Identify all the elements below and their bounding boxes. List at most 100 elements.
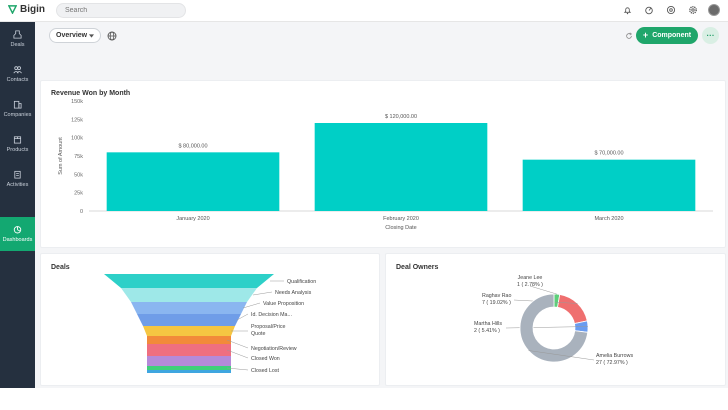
sidebar-item-label: Activities: [6, 182, 29, 188]
revenue-bar[interactable]: [314, 123, 488, 211]
bell-icon[interactable]: [620, 3, 634, 17]
funnel-stage-label: Quote: [251, 331, 265, 337]
donut-leader-line: [529, 285, 557, 295]
y-axis-label: Sum of Amount: [58, 137, 64, 175]
donut-slice[interactable]: [557, 294, 588, 325]
donut-slice[interactable]: [519, 293, 589, 363]
funnel-stage-label: Closed Lost: [251, 368, 279, 374]
deals-title[interactable]: Deals: [51, 264, 70, 271]
funnel-stage-label: Proposal/Price: [251, 324, 285, 330]
view-selector[interactable]: Overview: [49, 28, 101, 43]
search-input[interactable]: [56, 3, 186, 18]
donut-slice-value: 7 ( 19.02% ): [482, 300, 511, 306]
activity-icon[interactable]: [642, 3, 656, 17]
donut-slice-value: 27 ( 72.97% ): [596, 360, 628, 366]
y-tick-label: 75k: [74, 154, 83, 160]
y-tick-label: 25k: [74, 191, 83, 197]
top-bar: Bigin: [0, 0, 728, 22]
more-icon: ···: [706, 31, 715, 40]
avatar[interactable]: [708, 4, 720, 16]
funnel-stage-label: Value Proposition: [263, 301, 304, 307]
donut-slice-value: 1 ( 2.78% ): [517, 282, 543, 288]
revenue-card: Revenue Won by Month 0 25k 50k 75k 100k 125k 1…: [40, 80, 726, 248]
sidebar-item-label: Companies: [3, 112, 32, 118]
deals-icon: [13, 30, 22, 39]
revenue-title[interactable]: Revenue Won by Month: [51, 90, 131, 97]
donut-slice-value: 2 ( 5.41% ): [474, 328, 500, 334]
funnel-segment[interactable]: [147, 370, 231, 373]
funnel-segment[interactable]: [121, 288, 257, 302]
funnel-stage-label: Id. Decision Ma...: [251, 312, 292, 318]
funnel-segment[interactable]: [147, 336, 231, 344]
plus-icon: +: [642, 30, 649, 40]
activities-icon: [14, 170, 21, 179]
add-component-label: Component: [652, 32, 692, 39]
globe-icon[interactable]: [107, 31, 117, 41]
sidebar: Deals Contacts Companies Products Activi…: [0, 22, 35, 388]
funnel-segment[interactable]: [143, 326, 235, 336]
contacts-icon: [13, 66, 22, 74]
dashboard-header: Overview + Component ···: [35, 22, 728, 54]
bar-data-label: $ 70,000.00: [594, 151, 623, 157]
funnel-segment[interactable]: [147, 366, 231, 370]
donut-slice-name: Martha Hills: [474, 321, 502, 327]
sidebar-item-activities[interactable]: Activities: [0, 162, 35, 196]
funnel-segment[interactable]: [131, 302, 247, 314]
products-icon: [13, 136, 22, 144]
sidebar-item-deals[interactable]: Deals: [0, 22, 35, 56]
dashboards-icon: [13, 226, 22, 234]
funnel-segment[interactable]: [137, 314, 241, 326]
funnel-segment[interactable]: [147, 356, 231, 366]
funnel-leader-line: [236, 313, 249, 321]
view-selector-label: Overview: [56, 32, 88, 39]
funnel-leader-line: [252, 291, 273, 296]
y-tick-label: 125k: [71, 117, 83, 123]
gear-icon[interactable]: [686, 3, 700, 17]
owners-title[interactable]: Deal Owners: [396, 264, 439, 271]
funnel-segment[interactable]: [104, 274, 274, 288]
app-name: Bigin: [20, 4, 45, 15]
donut-slice-name: Amelia Burrows: [596, 353, 633, 359]
x-tick-label: March 2020: [594, 216, 623, 222]
donut-slice-name: Jeane Lee: [518, 275, 543, 281]
funnel-stage-label: Qualification: [287, 279, 316, 285]
donut-leader-line: [528, 350, 595, 361]
refresh-icon[interactable]: [625, 32, 633, 40]
owners-card: Deal Owners Jeane Lee 1 ( 2.78% ) Raghav R…: [385, 253, 726, 386]
sidebar-item-label: Products: [6, 147, 29, 153]
y-tick-label: 50k: [74, 172, 83, 178]
revenue-bar[interactable]: [522, 159, 696, 211]
revenue-bar[interactable]: [106, 152, 280, 211]
sidebar-item-companies[interactable]: Companies: [0, 92, 35, 126]
bar-data-label: $ 120,000.00: [385, 114, 417, 120]
sidebar-item-products[interactable]: Products: [0, 127, 35, 161]
sidebar-item-contacts[interactable]: Contacts: [0, 57, 35, 91]
y-tick-label: 150k: [71, 99, 83, 105]
funnel-stage-label: Closed Won: [251, 356, 280, 362]
funnel-leader-line: [242, 302, 261, 309]
add-component-button[interactable]: + Component: [636, 27, 698, 44]
x-tick-label: February 2020: [383, 216, 419, 222]
x-tick-label: January 2020: [176, 216, 209, 222]
funnel-leader-line: [226, 367, 249, 371]
revenue-bar-chart: 0 25k 50k 75k 100k 125k 150k $ 80,000.00 January…: [58, 99, 713, 231]
sidebar-item-label: Deals: [10, 42, 25, 48]
bottom-margin: [0, 388, 728, 410]
sidebar-item-label: Contacts: [6, 77, 29, 83]
companies-icon: [13, 100, 22, 109]
deals-funnel-chart: Qualification Needs Analysis Value Proposi…: [104, 274, 316, 374]
deals-card: Deals Qualification Needs Analysis Value P…: [40, 253, 380, 386]
funnel-stage-label: Needs Analysis: [275, 290, 312, 296]
sidebar-item-dashboards[interactable]: Dashboards: [0, 217, 35, 251]
funnel-segment[interactable]: [147, 344, 231, 356]
funnel-stage-label: Negotiation/Review: [251, 346, 297, 352]
y-tick-label: 0: [80, 209, 83, 215]
bar-data-label: $ 80,000.00: [178, 143, 207, 149]
app-logo[interactable]: Bigin: [8, 4, 45, 15]
target-icon[interactable]: [664, 3, 678, 17]
more-options-button[interactable]: ···: [702, 27, 719, 44]
x-axis-label: Closing Date: [385, 225, 417, 231]
funnel-leader-line: [226, 339, 249, 349]
y-tick-label: 100k: [71, 136, 83, 142]
